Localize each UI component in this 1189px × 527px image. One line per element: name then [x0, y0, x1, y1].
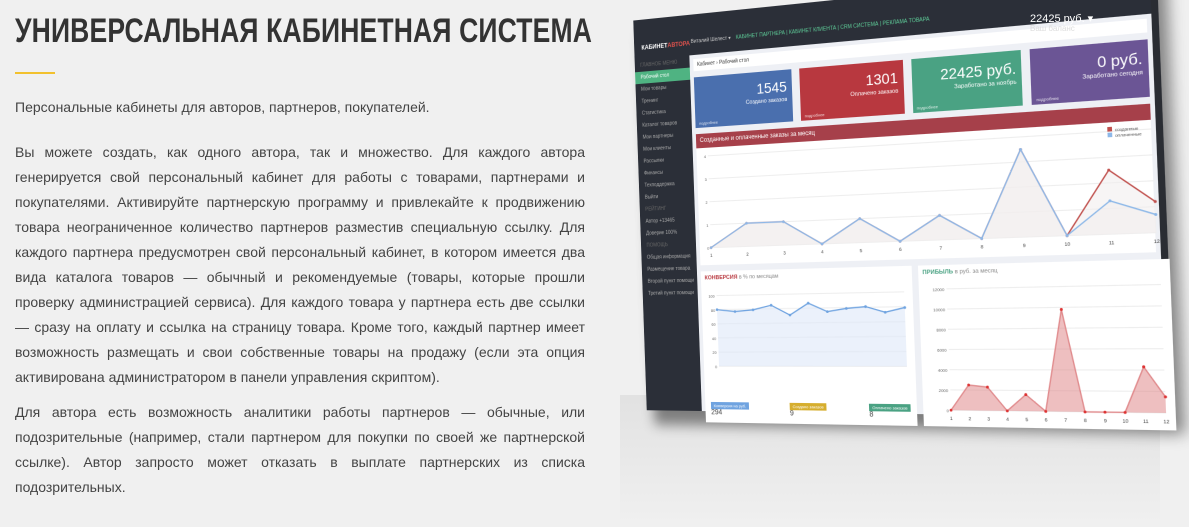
- more-link[interactable]: подробнее: [916, 103, 939, 111]
- stat-badge: Создано заказов 9: [789, 402, 827, 418]
- y-tick-label: 100: [708, 293, 715, 298]
- y-tick-label: 12000: [932, 287, 945, 293]
- x-tick-label: 10: [1122, 418, 1129, 424]
- x-tick-label: 4: [821, 249, 824, 254]
- stat-value: 1301: [865, 68, 899, 89]
- x-tick-label: 12: [1154, 238, 1161, 244]
- y-tick-label: 40: [712, 336, 717, 341]
- stat-badge: Оплачено заказов 8: [869, 403, 911, 420]
- stat-badge: Конверсия на руб. 294: [710, 401, 750, 417]
- logo: КАБИНЕТАВТОРА: [641, 41, 691, 52]
- y-tick-label: 1: [706, 223, 708, 228]
- x-tick-label: 11: [1109, 240, 1115, 246]
- y-tick-label: 8000: [936, 327, 947, 333]
- x-tick-label: 10: [1064, 241, 1071, 247]
- y-tick-label: 0: [946, 408, 949, 414]
- gridline: [946, 285, 1160, 289]
- y-tick-label: 0: [707, 246, 710, 251]
- stat-label: Создано заказов: [745, 96, 788, 107]
- monitor-screen: КАБИНЕТАВТОРА Виталий Шелест ▾ КАБИНЕТ П…: [633, 0, 1177, 431]
- y-tick-label: 6000: [937, 347, 948, 353]
- y-tick-label: 0: [715, 364, 718, 369]
- x-tick-label: 9: [1023, 243, 1027, 249]
- dashboard-screenshot: КАБИНЕТАВТОРА Виталий Шелест ▾ КАБИНЕТ П…: [620, 0, 1180, 431]
- gridline: [717, 292, 905, 296]
- data-point: [1059, 307, 1063, 311]
- y-tick-label: 60: [711, 322, 716, 327]
- x-tick-label: 4: [1006, 416, 1010, 422]
- stat-card[interactable]: 1301 Оплачено заказов подробнее: [798, 59, 905, 121]
- series-area: [716, 301, 907, 367]
- description-paragraph: Вы можете создать, как одного автора, та…: [15, 144, 585, 385]
- y-tick-label: 20: [712, 350, 717, 355]
- title-accent-divider: [15, 72, 55, 74]
- x-tick-label: 7: [1064, 417, 1068, 423]
- gridline: [709, 181, 1154, 202]
- series-area: [947, 308, 1167, 413]
- y-tick-label: 80: [711, 308, 716, 313]
- stat-label: Оплачено заказов: [850, 88, 899, 99]
- x-tick-label: 11: [1143, 418, 1149, 424]
- data-point: [1083, 410, 1087, 414]
- x-tick-label: 5: [860, 248, 863, 254]
- stat-value: 0 руб.: [1096, 48, 1143, 71]
- y-tick-label: 4000: [938, 367, 949, 373]
- intro-paragraph: Персональные кабинеты для авторов, партн…: [15, 99, 430, 115]
- chart-legend: созданные оплаченные: [1107, 125, 1142, 138]
- stat-value: 1545: [756, 77, 788, 97]
- balance-label: Ваш баланс: [1030, 24, 1075, 34]
- data-point: [1103, 410, 1107, 414]
- profit-panel: ПРИБЫЛЬ в руб. за месяц 0 2000 4000 6000 800…: [917, 258, 1177, 431]
- x-tick-label: 3: [987, 416, 991, 422]
- x-tick-label: 7: [939, 245, 942, 251]
- conversion-chart: 0 20 40 60 80 100: [708, 277, 912, 369]
- stat-label: Заработано сегодня: [1082, 69, 1144, 82]
- more-link[interactable]: подробнее: [699, 119, 719, 126]
- user-menu[interactable]: Виталий Шелест ▾: [690, 35, 731, 46]
- gridline: [948, 327, 1163, 329]
- orders-chart-panel: Созданные и оплаченные заказы за месяц с…: [695, 103, 1161, 266]
- x-tick-label: 9: [1104, 418, 1108, 424]
- x-tick-label: 6: [899, 247, 902, 253]
- stat-card[interactable]: 1545 Создано заказов подробнее: [693, 69, 793, 129]
- x-tick-label: 1: [710, 253, 713, 258]
- main-area: Кабинет › Рабочий стол 1545 Создано заказ…: [689, 13, 1177, 431]
- x-tick-label: 6: [1045, 417, 1049, 423]
- x-tick-label: 5: [1025, 417, 1029, 423]
- x-tick-label: 12: [1163, 419, 1170, 425]
- conversion-panel: КОНВЕРСИЯ в % по месяцам 0 20 40 60 80 100 Ко…: [700, 265, 918, 426]
- y-tick-label: 2: [705, 200, 707, 205]
- balance[interactable]: 22425 руб. ▾ Ваш баланс: [1030, 13, 1093, 34]
- x-tick-label: 1: [950, 416, 953, 422]
- x-tick-label: 8: [981, 244, 985, 250]
- y-tick-label: 10000: [933, 307, 946, 313]
- stat-card[interactable]: 22425 руб. Заработано за ноябрь подробнее: [910, 49, 1024, 114]
- sidebar-item[interactable]: Третий пункт помощи: [648, 289, 695, 297]
- gridline: [947, 306, 1162, 309]
- gridline: [709, 155, 1154, 179]
- x-tick-label: 3: [783, 250, 786, 255]
- y-tick-label: 4: [704, 154, 707, 159]
- y-tick-label: 3: [705, 177, 708, 182]
- balance-value[interactable]: 22425 руб. ▾: [1030, 13, 1094, 25]
- x-tick-label: 2: [968, 416, 972, 422]
- y-tick-label: 2000: [939, 388, 950, 394]
- more-link[interactable]: подробнее: [804, 111, 825, 119]
- analytics-paragraph: Для автора есть возможность аналитики ра…: [15, 404, 585, 495]
- x-tick-label: 8: [1084, 417, 1088, 423]
- stat-card[interactable]: 0 руб. Заработано сегодня подробнее: [1029, 39, 1150, 105]
- conversion-badges: Конверсия на руб. 294 Создано заказов 9 Опла…: [710, 401, 911, 420]
- x-tick-label: 2: [746, 251, 749, 256]
- page-title: УНИВЕРСАЛЬНАЯ КАБИНЕТНАЯ СИСТЕМА: [15, 12, 593, 50]
- more-link[interactable]: подробнее: [1036, 95, 1060, 103]
